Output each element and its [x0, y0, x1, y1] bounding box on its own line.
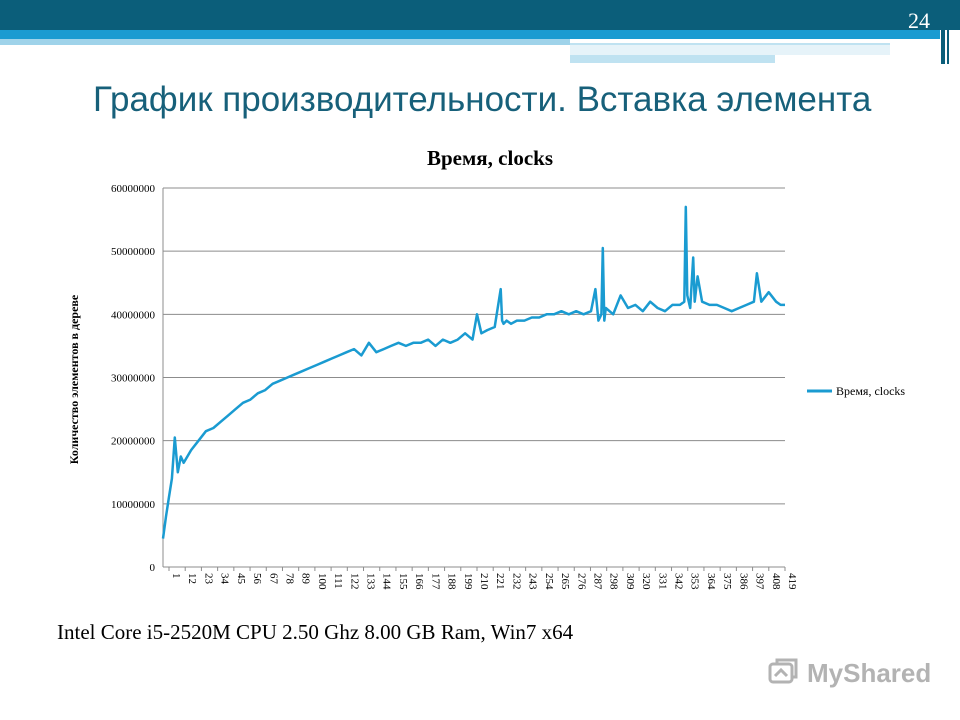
x-tick-label: 320: [640, 573, 652, 590]
x-tick-label: 276: [575, 573, 587, 590]
series-line: [161, 205, 785, 539]
y-tick-label: 30000000: [111, 373, 156, 385]
y-tick-label: 40000000: [111, 309, 156, 321]
x-tick-label: 386: [737, 573, 749, 590]
watermark: MyShared: [767, 656, 931, 690]
header-stripe: [570, 55, 775, 63]
x-tick-label: 243: [527, 573, 539, 590]
x-tick-label: 419: [786, 573, 798, 590]
x-tick-label: 144: [381, 573, 393, 590]
x-tick-label: 353: [689, 573, 701, 590]
slide-title: График производительности. Вставка элеме…: [93, 80, 872, 119]
x-tick-label: 67: [267, 573, 279, 585]
y-tick-label: 20000000: [111, 436, 156, 448]
share-icon: [768, 658, 798, 684]
x-tick-label: 210: [478, 573, 490, 590]
header-bar: [0, 0, 960, 30]
x-tick-label: 331: [656, 573, 668, 590]
y-tick-label: 50000000: [111, 246, 156, 258]
x-tick-label: 177: [429, 573, 441, 590]
header-stripe: [570, 43, 890, 55]
header-stripe: [0, 30, 940, 39]
system-specs: Intel Core i5-2520M CPU 2.50 Ghz 8.00 GB…: [57, 620, 574, 644]
x-tick-label: 133: [365, 573, 377, 590]
x-tick-label: 166: [413, 573, 425, 590]
x-tick-label: 23: [202, 573, 214, 585]
x-tick-label: 265: [559, 573, 571, 590]
y-tick-label: 10000000: [111, 499, 156, 511]
x-tick-label: 342: [673, 573, 685, 590]
y-tick-label: 60000000: [111, 183, 156, 195]
y-tick-label: 0: [150, 562, 156, 574]
x-tick-label: 232: [510, 573, 522, 590]
legend-label: Время, clocks: [836, 384, 905, 398]
x-tick-label: 122: [348, 573, 360, 590]
x-tick-label: 287: [591, 573, 603, 590]
x-tick-label: 298: [608, 573, 620, 590]
x-tick-label: 408: [770, 573, 782, 590]
header-divider: [941, 0, 945, 64]
watermark-text: MyShared: [807, 657, 932, 688]
y-axis-label: Количество элементов в дереве: [67, 294, 81, 464]
x-tick-label: 45: [235, 573, 247, 585]
x-tick-label: 199: [462, 573, 474, 590]
x-tick-label: 12: [186, 573, 198, 584]
x-tick-label: 56: [251, 573, 263, 585]
x-tick-label: 111: [332, 573, 344, 589]
x-tick-label: 375: [721, 573, 733, 590]
x-tick-label: 188: [446, 573, 458, 590]
x-tick-label: 364: [705, 573, 717, 590]
x-tick-label: 89: [300, 573, 312, 585]
x-tick-label: 397: [754, 573, 766, 590]
slide-number: 24: [908, 8, 930, 33]
header-stripe: [0, 39, 570, 45]
x-tick-label: 155: [397, 573, 409, 590]
x-tick-label: 1: [170, 573, 182, 579]
x-tick-label: 309: [624, 573, 636, 590]
x-tick-label: 34: [219, 573, 231, 585]
x-tick-label: 100: [316, 573, 328, 590]
x-tick-label: 78: [283, 573, 295, 585]
header-divider: [947, 0, 949, 64]
x-tick-label: 254: [543, 573, 555, 590]
chart-title: Время, clocks: [427, 146, 553, 170]
x-tick-label: 221: [494, 573, 506, 590]
